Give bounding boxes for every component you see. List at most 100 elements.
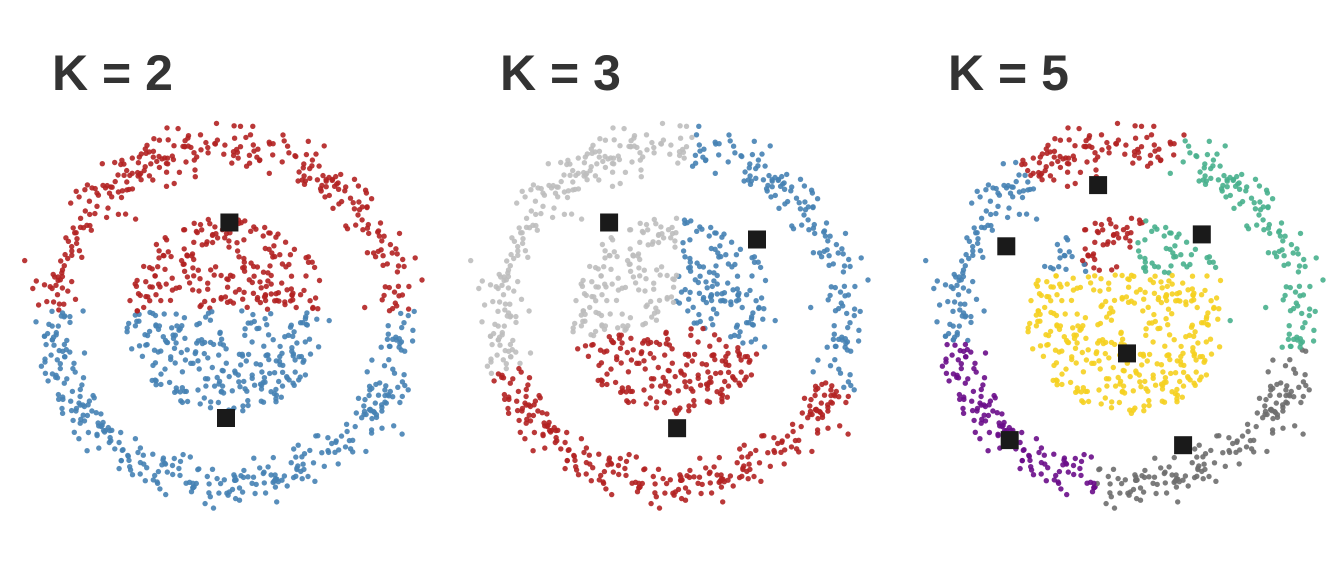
data-point (516, 365, 522, 372)
data-point (642, 366, 648, 372)
data-point (1252, 176, 1259, 182)
data-point (627, 246, 633, 252)
data-point (568, 211, 575, 217)
centroid-marker (220, 213, 239, 232)
data-point (270, 152, 276, 158)
data-point (73, 405, 80, 412)
data-point (260, 470, 266, 477)
data-point (363, 190, 370, 196)
data-point (134, 318, 140, 324)
data-point (266, 170, 272, 176)
data-point (1092, 220, 1098, 226)
data-point (1152, 382, 1159, 388)
data-point (703, 362, 710, 368)
data-point (178, 257, 185, 264)
data-point (1320, 277, 1326, 283)
data-point (22, 257, 28, 264)
data-point (1088, 454, 1095, 460)
data-point (476, 285, 482, 292)
data-point (539, 410, 545, 416)
data-point (747, 181, 754, 187)
data-point (201, 350, 207, 357)
data-point (30, 285, 36, 292)
data-point (1160, 369, 1166, 375)
data-point (798, 423, 804, 430)
data-point (636, 480, 642, 486)
data-point (1049, 161, 1055, 167)
data-point (532, 198, 539, 204)
data-point (156, 164, 163, 171)
data-point (1030, 155, 1037, 161)
data-point (1103, 500, 1109, 507)
data-point (246, 152, 253, 158)
data-point (1180, 383, 1187, 389)
data-point (218, 294, 224, 301)
data-point (536, 392, 542, 399)
data-point (993, 210, 999, 217)
data-point (818, 254, 825, 260)
data-point (1217, 277, 1224, 284)
data-point (815, 357, 821, 363)
data-point (847, 263, 853, 270)
data-point (67, 319, 73, 326)
data-point (272, 484, 279, 490)
data-point (1264, 190, 1271, 196)
data-point (1302, 320, 1308, 326)
data-point (655, 364, 661, 371)
data-point (293, 153, 299, 160)
data-point (248, 260, 254, 266)
data-point (249, 339, 255, 345)
data-point (307, 351, 314, 357)
data-point (753, 175, 759, 181)
data-point (753, 165, 759, 172)
data-point (1083, 143, 1089, 150)
data-point (964, 235, 970, 241)
data-point (43, 341, 49, 348)
data-point (199, 242, 205, 248)
data-point (173, 340, 179, 346)
data-point (1171, 454, 1178, 461)
data-point (657, 383, 664, 389)
data-point (972, 360, 978, 366)
data-point (271, 243, 277, 249)
data-point (138, 151, 144, 157)
data-point (395, 283, 402, 289)
data-point (397, 399, 403, 406)
data-point (789, 421, 796, 427)
data-point (222, 294, 229, 300)
data-point (616, 471, 622, 478)
data-point (115, 172, 121, 178)
data-point (1047, 173, 1054, 179)
data-point (519, 405, 526, 412)
data-point (118, 457, 124, 464)
data-point (127, 172, 133, 179)
data-point (818, 400, 824, 406)
data-point (168, 356, 174, 363)
data-point (56, 307, 62, 313)
data-point (745, 476, 751, 482)
data-point (1064, 160, 1071, 167)
data-point (1154, 226, 1160, 232)
data-point (683, 144, 690, 150)
data-point (799, 222, 805, 228)
data-point (974, 405, 981, 412)
data-point (518, 296, 525, 302)
data-point (307, 298, 313, 304)
data-point (781, 461, 787, 467)
data-point (368, 427, 375, 433)
data-point (401, 320, 407, 326)
data-point (1204, 255, 1210, 261)
data-point (143, 342, 149, 348)
data-point (279, 477, 285, 483)
data-point (759, 151, 765, 157)
data-point (273, 392, 280, 398)
data-point (608, 155, 614, 161)
data-point (1180, 261, 1187, 267)
data-point (242, 218, 248, 224)
data-point (604, 297, 610, 304)
data-point (182, 143, 188, 150)
data-point (332, 449, 338, 455)
data-point (523, 215, 530, 221)
data-point (79, 254, 85, 260)
data-point (1016, 211, 1023, 217)
